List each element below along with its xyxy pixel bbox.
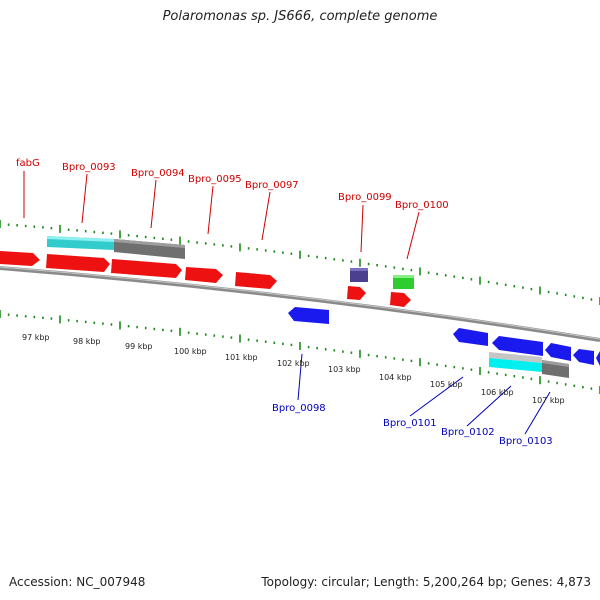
gene-label-bpro-0103[interactable]: Bpro_0103 — [499, 436, 553, 447]
rrna-feature-bpro-0100-highlight — [393, 275, 414, 278]
outer-tick-ring — [0, 220, 600, 305]
gene-label-bpro-0097[interactable]: Bpro_0097 — [245, 180, 299, 191]
leader-bpro-0093 — [81, 173, 88, 224]
position-label-98kbp: 98 kbp — [73, 337, 101, 346]
leader-bpro-0098 — [297, 353, 303, 401]
misc-feature-bpro-0099[interactable] — [350, 268, 368, 282]
gene-arrow-bpro-0101[interactable] — [492, 336, 543, 356]
gene-label-bpro-0101[interactable]: Bpro_0101 — [383, 418, 437, 429]
position-label-103kbp: 103 kbp — [328, 365, 361, 374]
gene-arrow-bpro-0100-a[interactable] — [390, 292, 411, 307]
gene-arrow-blue-edge[interactable] — [596, 351, 600, 366]
misc-feature-bpro-0099-highlight — [350, 268, 368, 271]
gene-label-fabg[interactable]: fabG — [16, 158, 40, 169]
gene-arrow-fabg[interactable] — [0, 251, 40, 266]
position-label-97kbp: 97 kbp — [22, 333, 50, 342]
gene-label-bpro-0099[interactable]: Bpro_0099 — [338, 192, 392, 203]
genome-summary-text: Topology: circular; Length: 5,200,264 bp… — [261, 575, 591, 589]
position-label-102kbp: 102 kbp — [277, 359, 310, 368]
gene-label-bpro-0098[interactable]: Bpro_0098 — [272, 403, 326, 414]
gene-arrow-bpro-0103[interactable] — [573, 349, 594, 365]
leader-bpro-0102 — [466, 385, 512, 427]
leader-bpro-0094 — [150, 179, 157, 229]
gene-label-bpro-0100[interactable]: Bpro_0100 — [395, 200, 449, 211]
position-label-107kbp: 107 kbp — [532, 396, 565, 405]
leader-bpro-0103 — [524, 391, 551, 435]
gray-feature-bar-highlight — [114, 239, 185, 248]
rrna-feature-bpro-0100[interactable] — [393, 275, 414, 289]
leader-bpro-0095 — [207, 185, 214, 235]
accession-text: Accession: NC_007948 — [9, 575, 146, 589]
leader-bpro-0101 — [409, 376, 464, 417]
position-label-106kbp: 106 kbp — [481, 388, 514, 397]
leader-bpro-0100 — [406, 211, 420, 260]
gene-label-bpro-0093[interactable]: Bpro_0093 — [62, 162, 116, 173]
gray-feature-bar-2-highlight — [542, 360, 569, 367]
position-label-99kbp: 99 kbp — [125, 342, 153, 351]
gene-arrow-blue-1[interactable] — [453, 328, 488, 346]
gene-arrow-bpro-0099-a[interactable] — [347, 286, 366, 300]
cds-feature-bar-highlight — [47, 236, 114, 242]
gene-arrow-bpro-0098[interactable] — [288, 307, 329, 324]
position-label-101kbp: 101 kbp — [225, 353, 258, 362]
position-label-100kbp: 100 kbp — [174, 347, 207, 356]
position-label-105kbp: 105 kbp — [430, 380, 463, 389]
gene-arrow-bpro-0095[interactable] — [185, 267, 223, 283]
cyan-feature-bar[interactable] — [489, 358, 542, 372]
genome-backbone — [0, 266, 600, 342]
gene-arrow-bpro-0097[interactable] — [235, 272, 277, 289]
leader-bpro-0099 — [360, 204, 364, 253]
inner-tick-ring — [0, 310, 600, 394]
map-title: Polaromonas sp. JS666, complete genome — [162, 9, 438, 24]
gene-arrow-bpro-0093[interactable] — [46, 254, 110, 272]
genome-backbone-highlight — [0, 266, 600, 340]
gene-label-bpro-0095[interactable]: Bpro_0095 — [188, 174, 242, 185]
gene-arrow-bpro-0102[interactable] — [545, 343, 571, 361]
leader-bpro-0097 — [261, 191, 271, 241]
position-label-104kbp: 104 kbp — [379, 373, 412, 382]
gene-arrow-bpro-0094[interactable] — [111, 259, 182, 278]
gray-light-feature-bar[interactable] — [489, 352, 542, 363]
gene-label-bpro-0094[interactable]: Bpro_0094 — [131, 168, 185, 179]
gene-label-bpro-0102[interactable]: Bpro_0102 — [441, 427, 495, 438]
